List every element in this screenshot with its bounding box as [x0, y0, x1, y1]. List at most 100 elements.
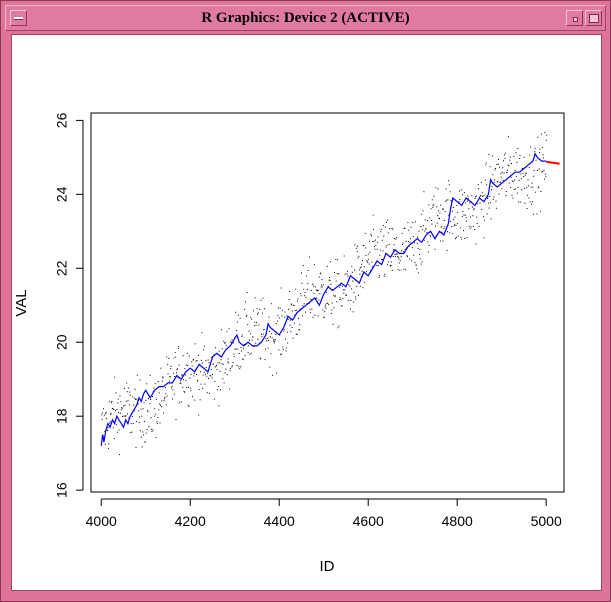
data-point	[132, 423, 134, 424]
data-point	[448, 184, 450, 186]
data-point	[339, 297, 341, 299]
data-point	[531, 182, 533, 184]
data-point	[422, 229, 424, 231]
data-point	[527, 179, 529, 181]
data-point	[346, 273, 348, 275]
data-point	[301, 315, 303, 317]
data-point	[504, 157, 506, 159]
data-point	[489, 166, 491, 168]
data-point	[160, 367, 162, 369]
data-point	[186, 387, 188, 388]
data-point	[264, 359, 266, 361]
data-point	[284, 316, 286, 318]
data-point	[448, 214, 450, 216]
data-point	[163, 400, 165, 402]
data-point	[364, 232, 366, 234]
data-point	[281, 353, 282, 355]
data-point	[397, 256, 399, 258]
data-point	[398, 258, 400, 260]
data-point	[436, 222, 438, 224]
data-point	[466, 237, 468, 239]
data-point	[236, 321, 238, 323]
data-point	[494, 179, 496, 181]
data-point	[433, 204, 435, 206]
data-point	[203, 349, 205, 351]
data-point	[232, 365, 234, 367]
data-point	[491, 185, 493, 187]
data-point	[125, 415, 127, 417]
data-point	[360, 266, 362, 268]
data-point	[340, 285, 342, 286]
data-point	[386, 221, 387, 223]
window-menu-button[interactable]	[10, 10, 27, 26]
data-point	[341, 305, 343, 307]
data-point	[334, 296, 336, 298]
data-point	[474, 198, 476, 199]
data-point	[406, 254, 408, 256]
data-point	[330, 283, 332, 285]
data-point	[423, 239, 425, 241]
data-point	[454, 223, 456, 225]
data-point	[312, 283, 314, 285]
data-point	[204, 373, 206, 375]
data-point	[414, 242, 415, 244]
data-point	[154, 383, 156, 385]
data-point	[465, 217, 467, 219]
data-point	[429, 217, 431, 219]
data-point	[539, 152, 541, 154]
data-point	[380, 231, 382, 233]
data-point	[227, 361, 229, 363]
data-point	[210, 368, 212, 370]
minimize-button[interactable]	[566, 10, 583, 26]
data-point	[285, 338, 286, 340]
data-point	[388, 244, 390, 246]
data-point	[358, 294, 359, 296]
data-point	[133, 404, 135, 406]
data-point	[420, 226, 422, 227]
data-point	[359, 273, 361, 275]
data-point	[160, 404, 161, 406]
data-point	[446, 199, 448, 201]
data-point	[538, 186, 540, 188]
title-bar[interactable]: R Graphics: Device 2 (ACTIVE)	[5, 5, 606, 31]
data-point	[543, 169, 545, 171]
data-point	[498, 159, 500, 160]
data-point	[101, 414, 103, 416]
data-point	[353, 301, 355, 303]
data-point	[511, 180, 513, 182]
data-point	[216, 389, 218, 391]
data-point	[338, 286, 340, 288]
data-point	[157, 417, 159, 418]
data-point	[191, 365, 193, 367]
data-point	[524, 202, 526, 204]
data-point	[515, 188, 517, 190]
data-point	[306, 289, 308, 291]
data-point	[291, 327, 293, 328]
data-point	[179, 402, 181, 404]
data-point	[241, 350, 242, 352]
data-point	[500, 173, 502, 175]
data-point	[515, 152, 517, 154]
data-point	[422, 225, 424, 227]
data-point	[283, 330, 285, 332]
data-point	[311, 308, 313, 310]
data-point	[418, 230, 420, 232]
data-point	[461, 215, 463, 217]
data-point	[143, 402, 145, 404]
data-point	[139, 379, 141, 381]
maximize-button[interactable]	[585, 10, 602, 26]
data-point	[317, 290, 318, 292]
data-point	[428, 204, 430, 206]
data-point	[449, 232, 451, 234]
data-point	[460, 236, 462, 238]
data-point	[163, 412, 165, 414]
data-point	[344, 289, 346, 291]
data-point	[360, 285, 362, 287]
data-point	[200, 383, 202, 385]
data-point	[354, 269, 355, 271]
data-point	[535, 191, 537, 193]
data-point	[495, 200, 497, 202]
data-point	[474, 229, 476, 231]
data-point	[430, 236, 432, 238]
data-point	[517, 148, 519, 149]
